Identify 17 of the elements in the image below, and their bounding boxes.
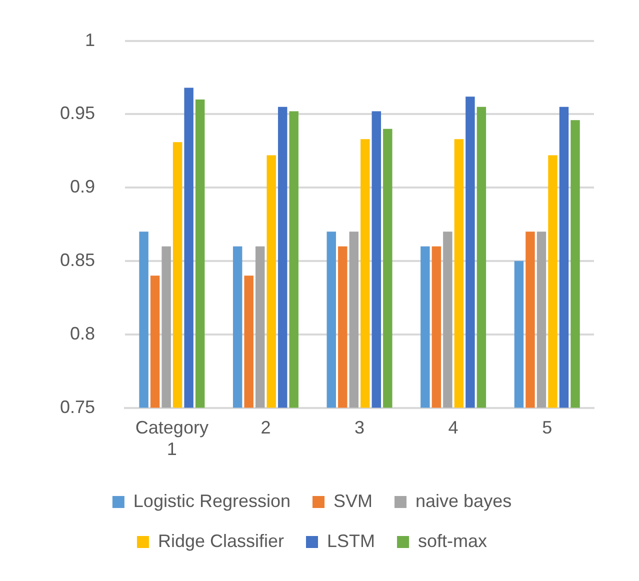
legend-label: Logistic Regression [133, 490, 291, 511]
y-tick-label: 0.8 [70, 323, 96, 344]
y-tick-label: 1 [85, 30, 96, 50]
y-tick-label: 0.85 [60, 250, 96, 270]
x-tick-label: Category 1 [135, 418, 208, 460]
legend-label: soft-max [418, 530, 488, 551]
y-tick-label: 0.95 [60, 103, 96, 124]
legend-label: naive bayes [416, 490, 512, 511]
x-tick-label: 5 [542, 418, 552, 438]
x-tick-label: 2 [260, 418, 271, 438]
x-tick-label: 3 [354, 418, 365, 438]
y-tick-label: 0.75 [60, 396, 96, 417]
x-tick-label: 4 [448, 418, 458, 438]
legend-label: SVM [334, 490, 373, 511]
legend-label: LSTM [327, 530, 376, 551]
y-tick-label: 0.9 [70, 176, 96, 197]
legend-label: Ridge Classifier [158, 530, 284, 551]
